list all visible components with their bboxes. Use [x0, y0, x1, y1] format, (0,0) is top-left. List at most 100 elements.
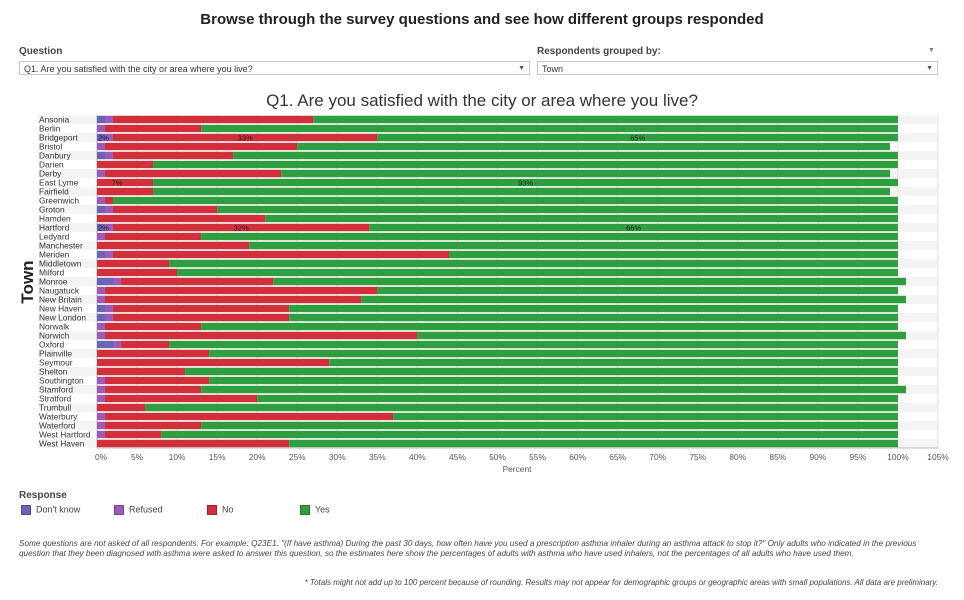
- chevron-down-icon[interactable]: ▼: [518, 65, 525, 72]
- town-label: Hamden: [39, 214, 71, 224]
- x-tick-label: 85%: [769, 452, 786, 462]
- footnote-disclaimer: * Totals might not add up to 100 percent…: [304, 578, 938, 587]
- bar-segment: [113, 277, 122, 286]
- x-tick-label: 25%: [289, 452, 306, 462]
- x-tick-label: 35%: [369, 452, 386, 462]
- bar-segment: [97, 367, 186, 376]
- legend-title: Response: [19, 490, 67, 501]
- legend-swatch: [114, 504, 124, 515]
- bar-segment: [257, 394, 898, 403]
- legend-item-dont-know[interactable]: Don't know: [21, 504, 80, 516]
- town-label: Southington: [39, 376, 84, 386]
- town-label: Waterford: [39, 421, 76, 431]
- bar-segment: [97, 259, 170, 268]
- bar-segment: [97, 403, 146, 412]
- bar-segment: [105, 232, 202, 241]
- data-label: 93%: [518, 179, 533, 188]
- x-tick-label: 100%: [887, 452, 909, 462]
- bar-segment: [169, 259, 898, 268]
- bar-segment: [393, 412, 898, 421]
- bar-segment: [97, 412, 106, 421]
- bar-segment: [97, 187, 154, 196]
- bar-segment: [105, 151, 114, 160]
- bar-segment: [153, 178, 898, 187]
- bar-segment: [201, 421, 898, 430]
- bar-segment: [97, 394, 106, 403]
- bar-segment: [161, 430, 898, 439]
- bar-segment: [449, 250, 898, 259]
- bar-segment: [209, 376, 898, 385]
- x-tick-label: 15%: [209, 452, 226, 462]
- bar-segment: [97, 160, 154, 169]
- bar-segment: [281, 169, 890, 178]
- bar-segment: [105, 313, 114, 322]
- bar-segment: [105, 250, 114, 259]
- bar-segment: [113, 304, 290, 313]
- bar-segment: [417, 331, 906, 340]
- group-dropdown[interactable]: Town ▼: [537, 61, 938, 75]
- x-tick-label: 20%: [249, 452, 266, 462]
- bar-segment: [97, 268, 178, 277]
- bar-segment: [369, 223, 898, 232]
- town-label: Oxford: [39, 340, 64, 350]
- data-label: 66%: [626, 224, 641, 233]
- bar-segment: [105, 124, 202, 133]
- bar-segment: [273, 277, 906, 286]
- town-label: Ledyard: [39, 232, 70, 242]
- bar-segment: [97, 430, 106, 439]
- bar-segment: [329, 358, 898, 367]
- bar-segment: [97, 295, 106, 304]
- town-label: Berlin: [39, 124, 61, 134]
- menu-arrow-icon[interactable]: ▼: [928, 47, 935, 54]
- bar-segment: [289, 304, 898, 313]
- town-label: East Lyme: [39, 178, 79, 188]
- question-dropdown[interactable]: Q1. Are you satisfied with the city or a…: [19, 61, 530, 75]
- bar-segment: [113, 115, 314, 124]
- legend-item-no[interactable]: No: [207, 504, 234, 516]
- chart-title: Q1. Are you satisfied with the city or a…: [266, 91, 698, 110]
- bar-segment: [97, 322, 106, 331]
- bar-segment: [97, 142, 106, 151]
- town-label: Middletown: [39, 259, 82, 269]
- bar-segment: [153, 160, 898, 169]
- town-label: Plainville: [39, 349, 72, 359]
- bar-segment: [105, 169, 282, 178]
- bar-segment: [97, 286, 106, 295]
- bar-segment: [201, 124, 898, 133]
- town-label: Darien: [39, 160, 64, 170]
- data-label: 7%: [112, 179, 123, 188]
- legend-item-yes[interactable]: Yes: [300, 504, 330, 516]
- bar-segment: [169, 340, 898, 349]
- bar-segment: [105, 205, 114, 214]
- town-label: Danbury: [39, 151, 71, 161]
- town-label: Naugatuck: [39, 286, 80, 296]
- chevron-down-icon[interactable]: ▼: [926, 65, 933, 72]
- x-tick-label: 105%: [927, 452, 949, 462]
- bar-segment: [97, 214, 266, 223]
- bar-segment: [105, 133, 114, 142]
- bar-segment: [105, 196, 114, 205]
- data-label: 33%: [238, 134, 253, 143]
- bar-segment: [97, 277, 114, 286]
- town-label: Shelton: [39, 367, 68, 377]
- legend-item-refused[interactable]: Refused: [114, 504, 163, 516]
- bar-segment: [265, 214, 898, 223]
- bar-segment: [145, 403, 898, 412]
- bar-segment: [97, 358, 330, 367]
- bar-segment: [97, 169, 106, 178]
- town-label: Manchester: [39, 241, 83, 251]
- x-tick-label: 95%: [850, 452, 867, 462]
- x-tick-label: 55%: [529, 452, 546, 462]
- bar-segment: [105, 304, 114, 313]
- bar-segment: [177, 268, 898, 277]
- bar-segment: [121, 340, 170, 349]
- x-tick-label: 90%: [809, 452, 826, 462]
- town-label: New London: [39, 313, 86, 323]
- x-tick-label: 75%: [689, 452, 706, 462]
- bar-segment: [113, 340, 122, 349]
- x-tick-label: 65%: [609, 452, 626, 462]
- bar-segment: [201, 385, 906, 394]
- town-label: Meriden: [39, 250, 70, 260]
- bar-segment: [105, 376, 210, 385]
